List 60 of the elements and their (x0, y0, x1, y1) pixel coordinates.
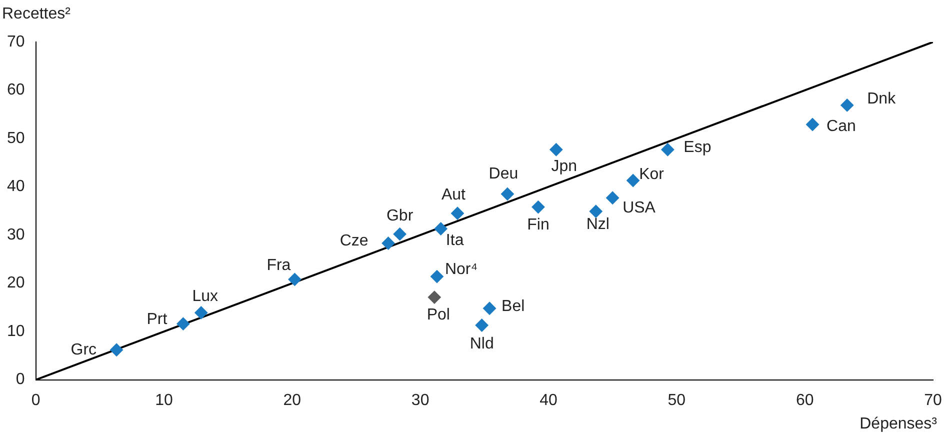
point (661, 143, 674, 156)
annotation: Nzl (586, 216, 610, 233)
annotation: Deu (488, 165, 518, 182)
annotation: Prt (146, 311, 168, 328)
point (840, 98, 854, 112)
point (626, 174, 640, 187)
point (288, 272, 302, 286)
annotation: Gbr (386, 207, 414, 224)
y-tick-label: 30 (7, 226, 25, 244)
point (606, 191, 620, 204)
annotation: Cze (340, 232, 368, 250)
point (176, 317, 190, 330)
annotation: Jpn (551, 158, 578, 176)
annotation: Kor (639, 166, 665, 183)
point (382, 236, 395, 250)
x-tick-label: 70 (924, 392, 942, 409)
point (589, 204, 602, 218)
point (483, 302, 496, 315)
annotation: Can (826, 118, 856, 135)
x-tick-label: 10 (155, 392, 173, 409)
y-tick-label: 70 (7, 33, 25, 50)
y-tick-label: 60 (7, 82, 25, 99)
point (532, 200, 545, 214)
annotation: Pol (426, 306, 450, 324)
point (430, 270, 444, 284)
point (393, 228, 406, 241)
annotation: Dnk (867, 90, 897, 108)
x-tick-label: 20 (283, 392, 302, 409)
annotation: Esp (684, 139, 712, 156)
annotation: Bel (502, 298, 525, 315)
point (500, 188, 514, 201)
annotation: Nld (470, 336, 494, 353)
point (806, 118, 820, 132)
point (550, 143, 563, 156)
x-tick-label: 40 (540, 392, 558, 409)
y-tick-label: 0 (16, 371, 25, 388)
point (434, 222, 448, 236)
y-tick-label: 20 (7, 274, 25, 292)
point (428, 290, 441, 304)
point (450, 206, 464, 220)
y-axis-title: Recettes² (2, 5, 72, 22)
annotation: Fin (527, 216, 550, 234)
point (110, 343, 124, 356)
y-tick-label: 10 (7, 322, 25, 340)
annotation: Lux (192, 288, 218, 306)
x-tick-label: 60 (796, 392, 814, 409)
annotation: Grc (70, 341, 97, 358)
point (194, 306, 208, 320)
x-tick-label: 50 (668, 392, 686, 409)
annotation: Ita (446, 232, 464, 250)
y-tick-label: 50 (7, 130, 25, 147)
x-tick-label: 0 (31, 392, 40, 409)
annotation: Fra (266, 256, 291, 274)
annotation: Aut (441, 186, 466, 204)
x-axis-title: Dépenses³ (860, 415, 938, 432)
annotation: Nor⁴ (444, 260, 478, 278)
annotation: USA (622, 199, 656, 216)
y-tick-label: 40 (7, 178, 25, 196)
point (475, 318, 488, 332)
x-tick-label: 30 (411, 392, 430, 409)
